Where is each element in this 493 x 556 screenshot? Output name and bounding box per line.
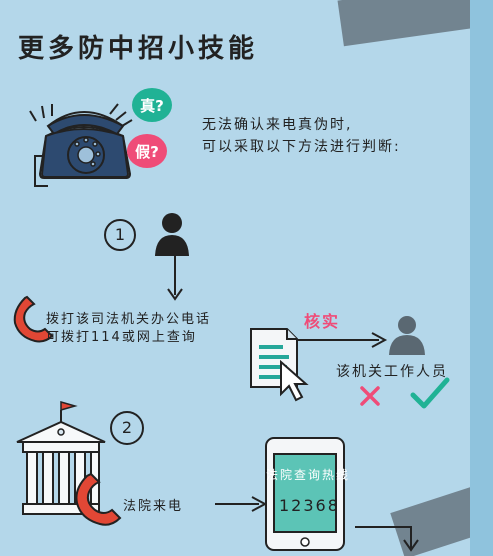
- arrow-right-icon: [297, 332, 388, 348]
- arrow-right-icon-3: [355, 526, 419, 552]
- right-edge-shadow: [470, 0, 493, 556]
- step-1-badge: 1: [104, 219, 136, 251]
- staff-label: 该机关工作人员: [336, 364, 448, 380]
- person-icon: [155, 213, 189, 256]
- intro-text: 无法确认来电真伪时, 可以采取以下方法进行判断:: [202, 114, 401, 158]
- cursor-icon: [280, 360, 309, 402]
- mobile-phone-icon: [265, 437, 345, 551]
- cross-icon: [360, 386, 380, 406]
- step-2-badge: 2: [110, 411, 144, 445]
- call-office-instruction: 拨打该司法机关办公电话: [46, 312, 212, 327]
- handset-icon-2: [75, 472, 122, 526]
- false-speech-bubble: 假?: [127, 134, 167, 168]
- poster-title: 更多防中招小技能: [18, 34, 259, 64]
- staff-avatar-icon: [389, 316, 425, 355]
- arrow-right-icon-2: [215, 496, 268, 512]
- verify-label: 核实: [304, 312, 341, 331]
- intro-line-2: 可以采取以下方法进行判断:: [202, 139, 401, 155]
- handset-icon: [13, 295, 54, 343]
- hotline-number: 12368: [279, 496, 340, 515]
- true-speech-bubble: 真?: [132, 88, 172, 122]
- court-call-label: 法院来电: [123, 499, 184, 514]
- check-icon: [410, 377, 450, 409]
- hotline-label: 法院查询热线: [266, 468, 351, 482]
- arrow-down-icon: [167, 255, 183, 301]
- intro-line-1: 无法确认来电真伪时,: [202, 117, 353, 133]
- phone-icon: [29, 103, 133, 187]
- call-114-instruction: 可拨打114或网上查询: [46, 330, 197, 345]
